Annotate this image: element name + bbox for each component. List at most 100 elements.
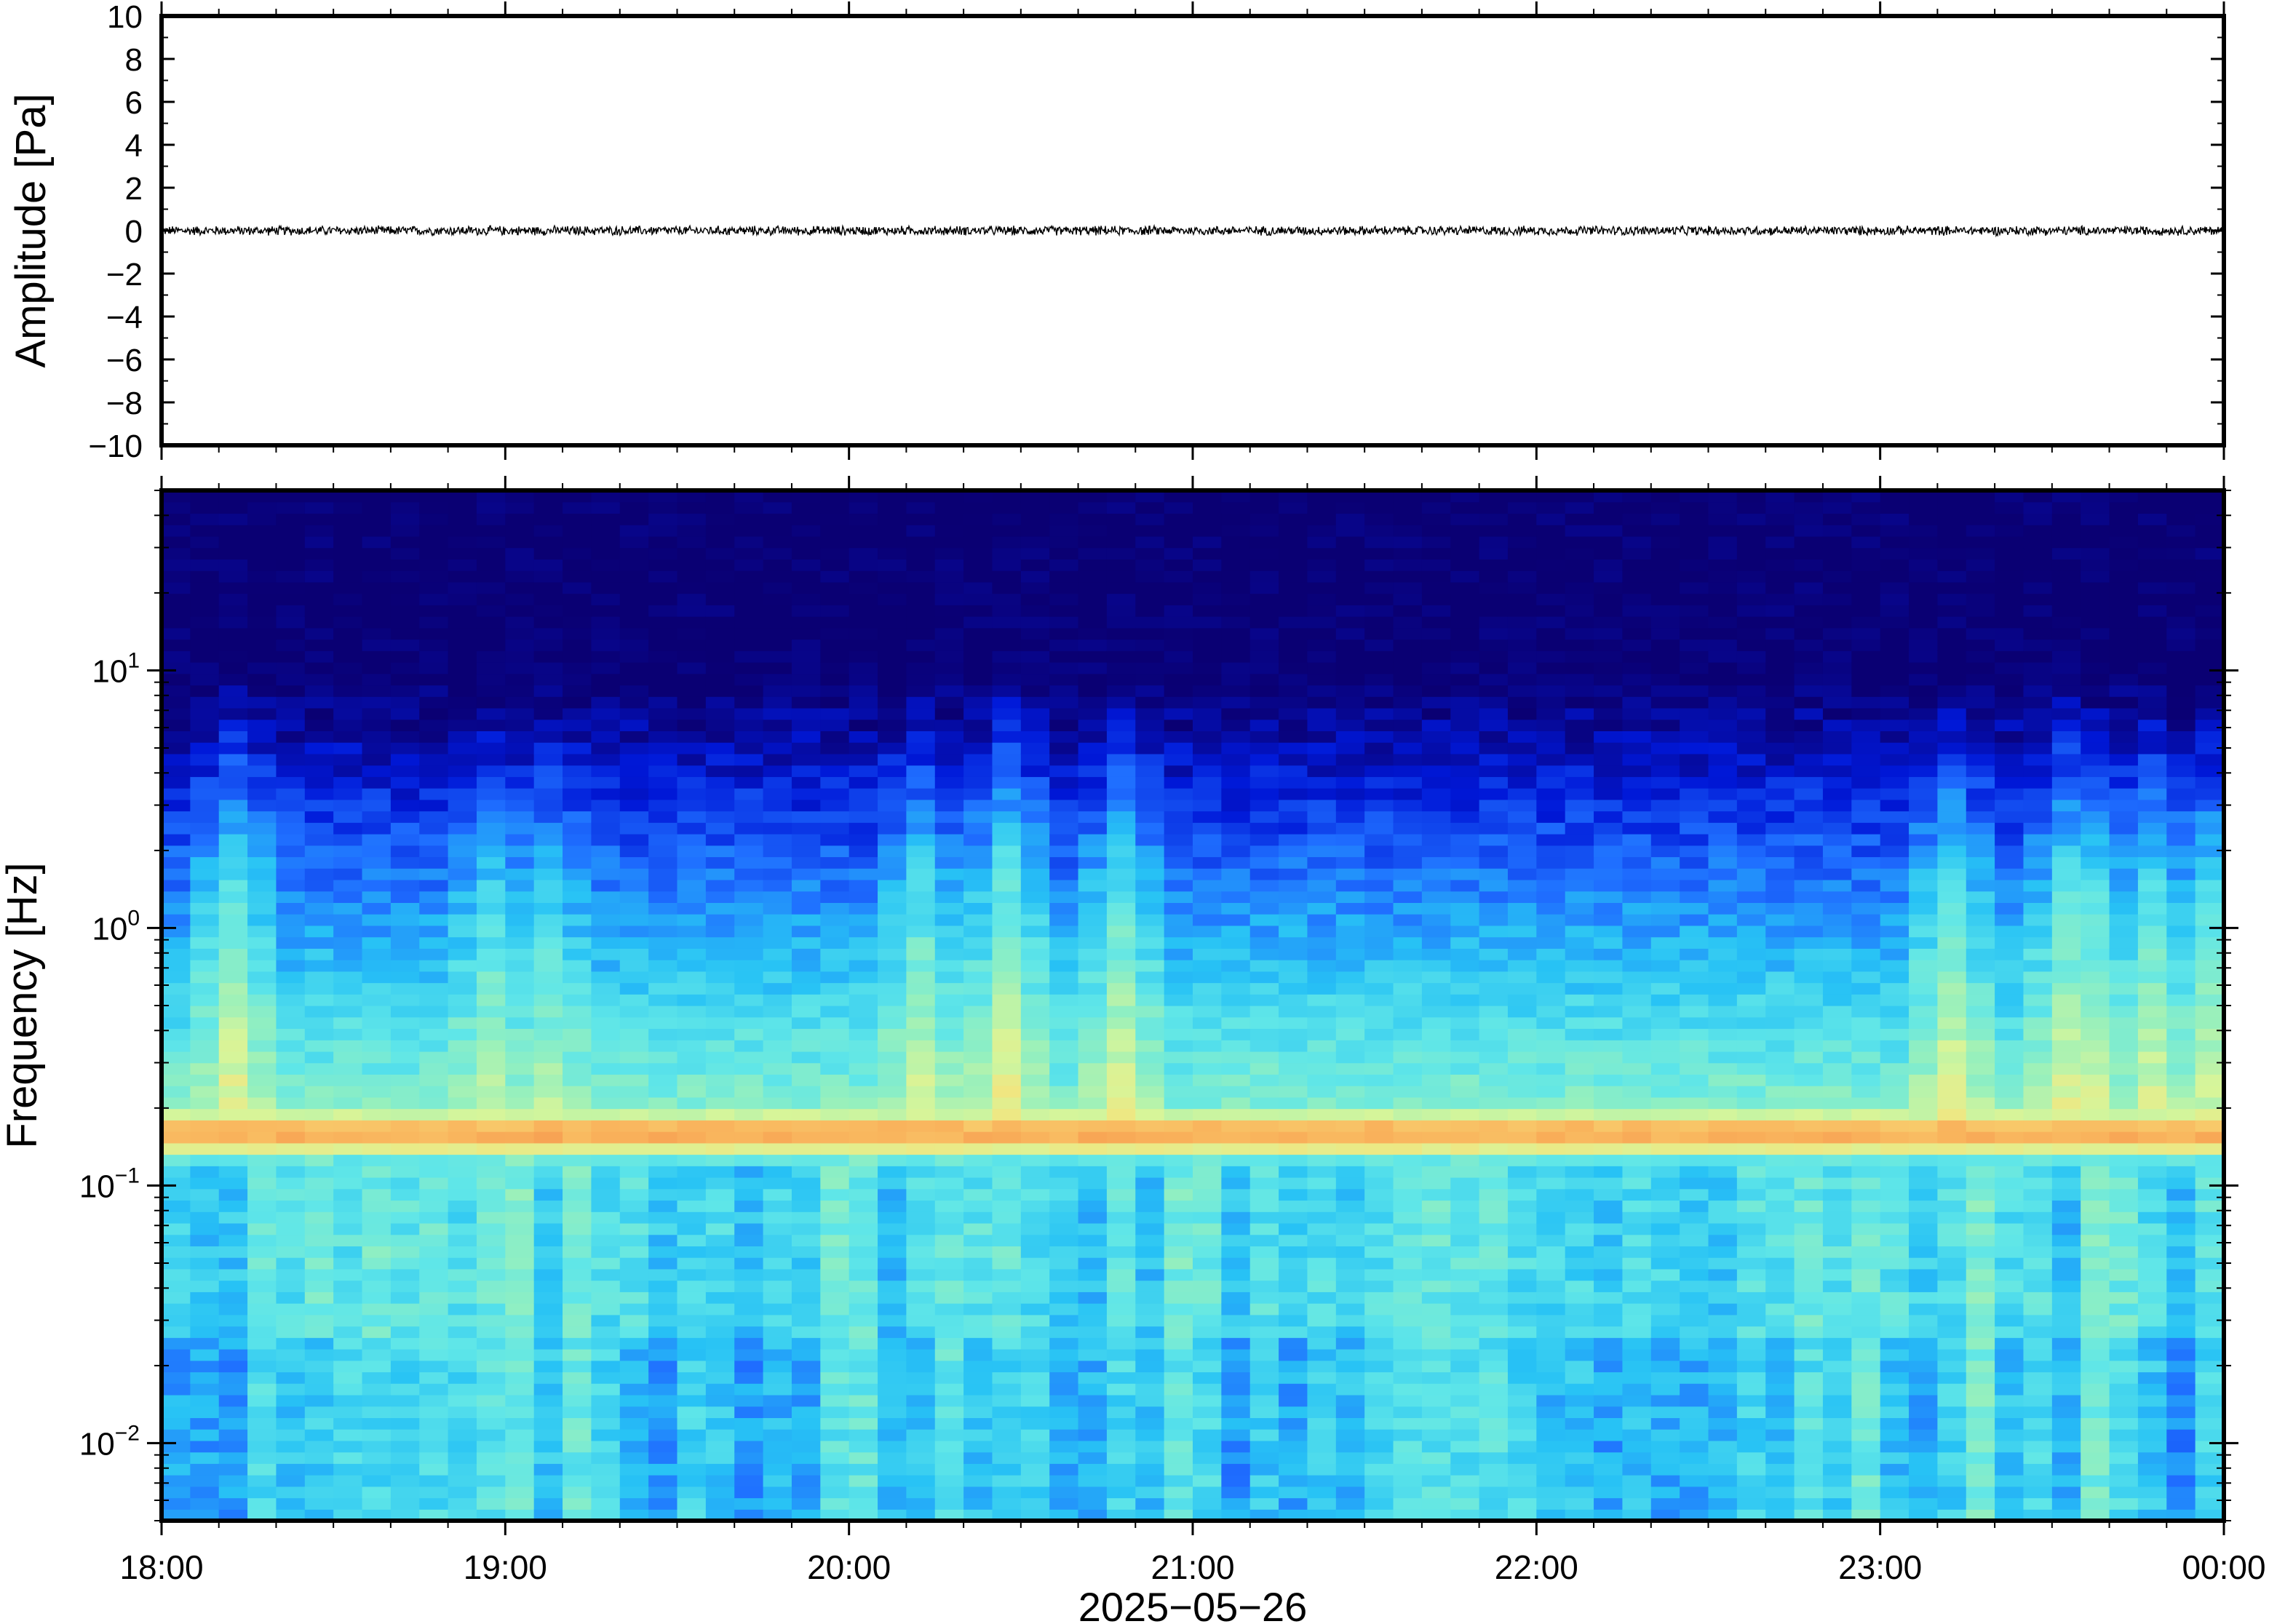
spectrogram-cell <box>1249 1234 1279 1246</box>
spectrogram-cell <box>1421 936 1451 949</box>
spectrogram-cell <box>1249 1497 1279 1510</box>
spectrogram-cell <box>505 1234 535 1246</box>
spectrogram-cell <box>362 536 392 549</box>
spectrogram-cell <box>591 707 621 720</box>
spectrogram-cell <box>934 662 964 674</box>
spectrogram-cell <box>304 1040 334 1052</box>
spectrogram-cell <box>1565 1406 1594 1418</box>
spectrogram-cell <box>648 1142 678 1155</box>
spectrogram-cell <box>619 536 649 549</box>
spectrogram-cell <box>362 1154 392 1166</box>
spectrogram-cell <box>1135 925 1165 938</box>
spectrogram-cell <box>992 902 1022 915</box>
spectrogram-cell <box>1536 1154 1566 1166</box>
spectrogram-cell <box>1049 662 1079 674</box>
spectrogram-cell <box>1479 811 1509 823</box>
spectrogram-cell <box>419 1142 449 1155</box>
spectrogram-cell <box>1193 765 1222 777</box>
spectrogram-cell <box>1507 1429 1537 1441</box>
spectrogram-cell <box>992 639 1022 651</box>
spectrogram-cell <box>934 994 964 1006</box>
spectrogram-cell <box>734 1303 764 1315</box>
spectrogram-cell <box>448 1131 477 1144</box>
spectrogram-cell <box>1565 1463 1594 1476</box>
spectrogram-cell <box>619 936 649 949</box>
spectrogram-cell <box>734 731 764 743</box>
waveform-y-tick-label: 6 <box>125 85 143 121</box>
spectrogram-cell <box>1221 490 1251 503</box>
spectrogram-cell <box>1335 925 1365 938</box>
spectrogram-cell <box>849 960 878 972</box>
spectrogram-cell <box>1421 1463 1451 1476</box>
spectrogram-cell <box>1106 501 1136 514</box>
spectrogram-cell <box>448 1337 477 1350</box>
spectrogram-cell <box>1507 776 1537 789</box>
spectrogram-cell <box>1450 1108 1480 1121</box>
spectrogram-cell <box>190 936 220 949</box>
spectrogram-cell <box>1479 1497 1509 1510</box>
spectrogram-cell <box>1078 868 1108 880</box>
spectrogram-cell <box>648 1222 678 1235</box>
spectrogram-cell <box>791 1211 821 1224</box>
spectrogram-cell <box>1078 1188 1108 1201</box>
spectrogram-cell <box>563 1326 592 1338</box>
spectrogram-cell <box>820 914 850 926</box>
spectrogram-cell <box>1536 1246 1566 1258</box>
spectrogram-cell <box>648 1006 678 1018</box>
spectrogram-cell <box>505 593 535 605</box>
spectrogram-cell <box>1622 936 1652 949</box>
spectrogram-cell <box>1249 559 1279 571</box>
spectrogram-cell <box>1249 1406 1279 1418</box>
spectrogram-cell <box>1594 879 1624 892</box>
spectrogram-cell <box>162 490 191 503</box>
spectrogram-cell <box>1193 1509 1222 1521</box>
spectrogram-cell <box>505 1463 535 1476</box>
spectrogram-cell <box>1279 719 1308 731</box>
spectrogram-cell <box>1594 685 1624 697</box>
spectrogram-cell <box>906 1383 936 1396</box>
spectrogram-cell <box>934 1372 964 1384</box>
spectrogram-cell <box>1049 914 1079 926</box>
spectrogram-cell <box>648 1280 678 1292</box>
spectrogram-cell <box>734 525 764 537</box>
spectrogram-cell <box>906 616 936 629</box>
spectrogram-cell <box>1479 1246 1509 1258</box>
spectrogram-cell <box>1049 639 1079 651</box>
spectrogram-cell <box>563 753 592 766</box>
spectrogram-cell <box>934 753 964 766</box>
spectrogram-cell <box>448 1222 477 1235</box>
spectrogram-cell <box>619 1028 649 1040</box>
spectrogram-cell <box>1565 1509 1594 1521</box>
spectrogram-cell <box>992 1006 1022 1018</box>
spectrogram-cell <box>1193 1154 1222 1166</box>
spectrogram-cell <box>1650 1509 1680 1521</box>
spectrogram-cell <box>1307 1154 1337 1166</box>
spectrogram-cell <box>304 1120 334 1132</box>
spectrogram-cell <box>1020 1349 1050 1361</box>
spectrogram-cell <box>763 1028 792 1040</box>
spectrogram-cell <box>276 776 306 789</box>
spectrogram-cell <box>1450 639 1480 651</box>
spectrogram-cell <box>1335 1303 1365 1315</box>
spectrogram-cell <box>1106 1016 1136 1030</box>
spectrogram-cell <box>304 891 334 903</box>
spectrogram-cell <box>190 593 220 605</box>
spectrogram-cell <box>276 1303 306 1315</box>
spectrogram-cell <box>763 490 792 503</box>
spectrogram-cell <box>934 822 964 835</box>
spectrogram-cell <box>648 1326 678 1338</box>
spectrogram-cell <box>705 525 735 537</box>
spectrogram-cell <box>1078 1349 1108 1361</box>
spectrogram-cell <box>849 1200 878 1212</box>
spectrogram-cell <box>1450 902 1480 915</box>
spectrogram-cell <box>705 1166 735 1178</box>
spectrogram-cell <box>1249 1062 1279 1075</box>
spectrogram-cell <box>448 1509 477 1521</box>
spectrogram-cell <box>934 1028 964 1040</box>
spectrogram-cell <box>791 1303 821 1315</box>
spectrogram-cell <box>1507 822 1537 835</box>
spectrogram-cell <box>276 1120 306 1132</box>
spectrogram-cell <box>591 1166 621 1178</box>
spectrogram-cell <box>1335 1475 1365 1487</box>
spectrogram-cell <box>619 1131 649 1144</box>
